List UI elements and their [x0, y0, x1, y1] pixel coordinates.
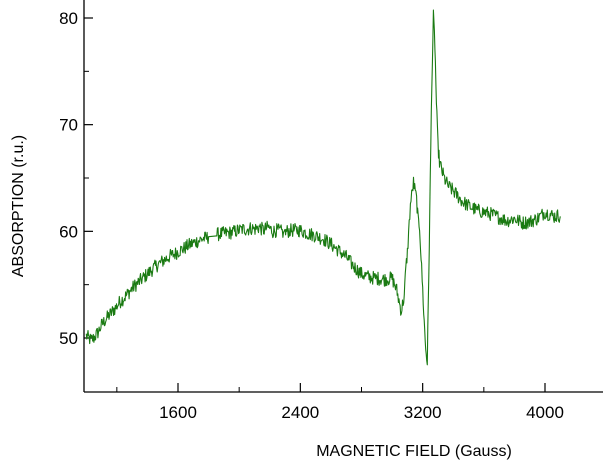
x-axis-title: MAGNETIC FIELD (Gauss) — [316, 443, 512, 460]
x-tick-label: 2400 — [281, 403, 319, 422]
ticks: 1600 2400 3200 4000 50 60 70 80 — [59, 9, 564, 422]
axes — [83, 0, 603, 393]
x-tick-label: 3200 — [404, 403, 442, 422]
series — [85, 9, 561, 366]
y-axis-title: ABSORPTION (r.u.) — [10, 135, 27, 277]
x-tick-label: 4000 — [526, 403, 564, 422]
y-tick-label: 60 — [59, 222, 78, 241]
y-tick-label: 50 — [59, 329, 78, 348]
y-tick-label: 70 — [59, 116, 78, 135]
series-line — [85, 9, 561, 366]
x-tick-label: 1600 — [159, 403, 197, 422]
y-tick-label: 80 — [59, 9, 78, 28]
